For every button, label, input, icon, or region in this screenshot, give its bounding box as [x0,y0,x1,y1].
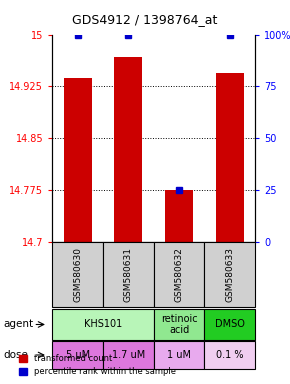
Text: GSM580630: GSM580630 [73,247,82,302]
Text: KHS101: KHS101 [84,319,122,329]
Bar [64,78,92,242]
Text: dose: dose [3,350,28,360]
Text: GDS4912 / 1398764_at: GDS4912 / 1398764_at [72,13,218,26]
Text: agent: agent [3,319,33,329]
Bar [165,190,193,242]
Text: 1 uM: 1 uM [167,350,191,360]
Bar [114,57,142,242]
Bar [216,73,244,242]
Text: DMSO: DMSO [215,319,245,329]
Text: 1.7 uM: 1.7 uM [112,350,145,360]
Text: GSM580632: GSM580632 [175,247,184,302]
Text: retinoic
acid: retinoic acid [161,314,197,335]
Legend: transformed count, percentile rank within the sample: transformed count, percentile rank withi… [16,351,180,380]
Text: 0.1 %: 0.1 % [216,350,244,360]
Text: 5 uM: 5 uM [66,350,90,360]
Text: GSM580633: GSM580633 [225,247,234,302]
Text: GSM580631: GSM580631 [124,247,133,302]
